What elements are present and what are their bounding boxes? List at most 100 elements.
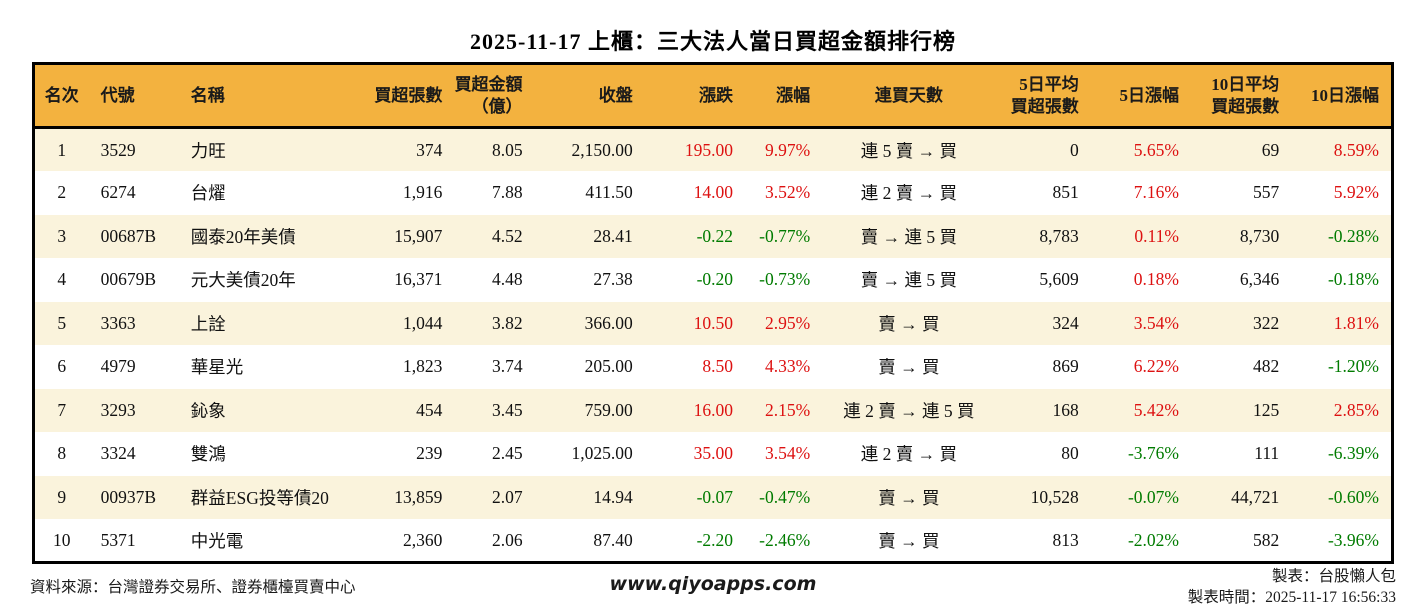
cell-pct_10d: -3.96% (1327, 529, 1379, 550)
header-cell-code: 代號 (100, 85, 135, 105)
header-cell-change_pct: 漲幅 (776, 85, 811, 105)
cell-code: 3293 (100, 399, 136, 420)
cell-change_pct: -0.47% (759, 486, 811, 507)
cell-rank: 10 (53, 529, 71, 550)
cell-streak: 連 2 賣 → 買 (860, 183, 957, 204)
cell-pct_5d: -2.02% (1127, 529, 1179, 550)
header-cell-name: 名稱 (190, 85, 225, 105)
cell-avg5_volume: 5,609 (1039, 269, 1079, 290)
cell-rank: 5 (57, 312, 67, 333)
cell-name: 鈊象 (190, 400, 226, 421)
cell-code: 3363 (100, 312, 136, 333)
cell-code: 4979 (100, 356, 136, 377)
cell-name: 雙鴻 (190, 444, 226, 465)
ranking-table: 名次 代號 名稱 買超張數 買超金額 （億） 收盤 漲跌 漲幅 連買天數 5日平均 買超張數 5日漲… (32, 62, 1394, 564)
cell-pct_5d: 0.18% (1133, 269, 1179, 290)
cell-rank: 9 (57, 486, 67, 507)
table-row: 5 3363 上詮 1,044 3.82 366.00 10.50 2.95% 賣 → 買 324… (33, 301, 1393, 345)
generated-timestamp: 製表時間：2025-11-17 16:56:33 (1187, 589, 1396, 606)
cell-avg10_volume: 125 (1252, 399, 1280, 420)
cell-pct_5d: 5.65% (1133, 139, 1179, 160)
cell-avg5_volume: 10,528 (1030, 486, 1079, 507)
header-cell-net_buy_volume: 買超張數 (374, 85, 443, 105)
header-cell-streak: 連買天數 (874, 85, 943, 105)
cell-change: -0.07 (696, 486, 734, 507)
cell-avg5_volume: 8,783 (1039, 225, 1079, 246)
cell-change: 10.50 (693, 312, 734, 333)
cell-name: 群益ESG投等債20 (190, 487, 329, 508)
cell-close: 28.41 (593, 225, 633, 246)
cell-streak: 連 5 賣 → 買 (860, 140, 957, 161)
cell-name: 中光電 (190, 530, 244, 551)
cell-rank: 8 (57, 443, 67, 464)
header-cell-change: 漲跌 (699, 85, 734, 105)
cell-change: 35.00 (693, 443, 734, 464)
cell-change_pct: 3.54% (764, 443, 811, 464)
header-cell-net_buy_amount: 買超金額 （億） (454, 75, 523, 116)
cell-net_buy_volume: 1,916 (403, 182, 443, 203)
cell-pct_10d: 8.59% (1333, 139, 1379, 160)
cell-avg10_volume: 44,721 (1231, 486, 1280, 507)
cell-net_buy_volume: 239 (416, 443, 443, 464)
table-row: 10 5371 中光電 2,360 2.06 87.40 -2.20 -2.46% 賣 → 買 8… (33, 519, 1393, 563)
cell-change_pct: -0.77% (759, 225, 811, 246)
author-label: 製表：台股懶人包 (1271, 568, 1396, 585)
cell-pct_10d: -6.39% (1327, 443, 1379, 464)
cell-net_buy_volume: 374 (416, 139, 443, 160)
cell-pct_5d: -0.07% (1127, 486, 1179, 507)
cell-close: 366.00 (584, 312, 633, 333)
cell-net_buy_amount: 4.52 (491, 225, 523, 246)
cell-change_pct: 4.33% (764, 356, 811, 377)
cell-pct_5d: 5.42% (1133, 399, 1179, 420)
table-row: 1 3529 力旺 374 8.05 2,150.00 195.00 9.97% 連 5 賣 →… (33, 127, 1393, 171)
table-row: 3 00687B 國泰20年美債 15,907 4.52 28.41 -0.22 -0.77%… (33, 214, 1393, 258)
cell-rank: 3 (57, 225, 67, 246)
cell-change_pct: 2.95% (764, 312, 811, 333)
cell-streak: 賣 → 買 (878, 313, 940, 334)
cell-rank: 1 (57, 139, 67, 160)
cell-net_buy_volume: 1,044 (403, 312, 443, 333)
table-row: 4 00679B 元大美債20年 16,371 4.48 27.38 -0.20 -0.73%… (33, 258, 1393, 302)
cell-avg5_volume: 813 (1052, 529, 1079, 550)
cell-avg10_volume: 6,346 (1239, 269, 1280, 290)
cell-change: 14.00 (693, 182, 734, 203)
cell-pct_10d: 5.92% (1333, 182, 1379, 203)
header-cell-avg10_volume: 10日平均 買超張數 (1211, 75, 1280, 116)
cell-close: 411.50 (585, 182, 633, 203)
table-row: 8 3324 雙鴻 239 2.45 1,025.00 35.00 3.54% 連 2 賣 → … (33, 432, 1393, 476)
cell-pct_10d: 2.85% (1333, 399, 1379, 420)
cell-net_buy_volume: 454 (416, 399, 443, 420)
cell-pct_5d: 0.11% (1134, 225, 1179, 246)
cell-net_buy_amount: 4.48 (491, 269, 523, 290)
cell-rank: 7 (57, 399, 67, 420)
table-row: 7 3293 鈊象 454 3.45 759.00 16.00 2.15% 連 2 賣 → 連 … (33, 388, 1393, 432)
page-title: 2025-11-17 上櫃：三大法人當日買超金額排行榜 (470, 29, 956, 54)
cell-streak: 連 2 賣 → 買 (860, 444, 957, 465)
header-cell-pct_10d: 10日漲幅 (1311, 85, 1379, 105)
cell-change: 195.00 (684, 139, 734, 160)
cell-change_pct: 2.15% (764, 399, 811, 420)
cell-avg10_volume: 557 (1252, 182, 1280, 203)
cell-name: 力旺 (190, 140, 226, 161)
cell-net_buy_amount: 2.07 (491, 486, 523, 507)
table-row: 2 6274 台燿 1,916 7.88 411.50 14.00 3.52% 連 2 賣 → … (33, 171, 1393, 215)
cell-net_buy_volume: 15,907 (394, 225, 443, 246)
cell-streak: 賣 → 買 (878, 530, 940, 551)
header-cell-pct_5d: 5日漲幅 (1119, 85, 1179, 105)
cell-pct_5d: -3.76% (1127, 443, 1179, 464)
cell-streak: 賣 → 買 (878, 357, 940, 378)
cell-pct_10d: -0.28% (1327, 225, 1379, 246)
cell-avg5_volume: 324 (1052, 312, 1079, 333)
cell-rank: 4 (57, 269, 67, 290)
header-row: 名次 代號 名稱 買超張數 買超金額 （億） 收盤 漲跌 漲幅 連買天數 5日平均 買超張數 5日漲… (33, 63, 1393, 128)
page-footer: 資料來源：台灣證券交易所、證券櫃檯買賣中心 www.qiyoapps.com 製… (0, 566, 1426, 612)
cell-avg5_volume: 168 (1052, 399, 1079, 420)
cell-avg10_volume: 482 (1252, 356, 1280, 377)
cell-name: 元大美債20年 (190, 270, 296, 291)
cell-close: 87.40 (593, 529, 633, 550)
header-cell-avg5_volume: 5日平均 買超張數 (1010, 75, 1079, 116)
cell-code: 5371 (100, 529, 136, 550)
cell-avg5_volume: 851 (1052, 182, 1079, 203)
cell-streak: 賣 → 買 (878, 487, 940, 508)
footer-credits: 製表：台股懶人包 製表時間：2025-11-17 16:56:33 (1188, 566, 1396, 608)
